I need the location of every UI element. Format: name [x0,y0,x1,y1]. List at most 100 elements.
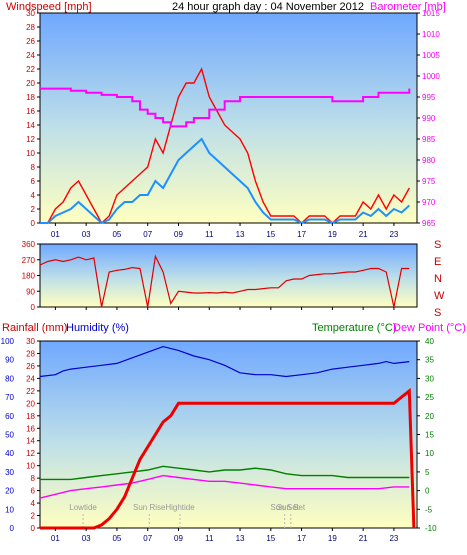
hour-tick-label: 19 [328,230,337,239]
barometer-tick-label: 1015 [422,9,440,18]
humidity-axis-title: Humidity (%) [66,322,129,334]
wind-tick-label: 2 [31,205,36,214]
barometer-tick-label: 970 [422,198,436,207]
chart-marks: 0246810121416182022242628309659709759809… [1,9,445,543]
compass-label: N [434,273,442,285]
rain-tick-label: 16 [26,424,35,433]
rain-tick-label: 28 [26,349,35,358]
dewpoint-line [39,474,410,499]
event-annotation: Sun Rise [133,503,166,512]
compass-label: S [434,239,441,251]
hour-tick-label: 13 [236,230,245,239]
temperature-tick-label: 30 [425,374,434,383]
bottom-hour-tick-label: 11 [205,534,214,543]
rain-tick-label: 2 [31,512,36,521]
bottom-hour-tick-label: 21 [359,534,368,543]
rain-tick-label: 20 [26,399,35,408]
wind-tick-label: 18 [26,93,35,102]
rain-tick-label: 18 [26,412,35,421]
temperature-tick-label: 20 [425,412,434,421]
barometer-tick-label: 965 [422,219,436,228]
barometer-tick-label: 1000 [422,72,440,81]
wind-tick-label: 24 [26,51,35,60]
wind-tick-label: 4 [31,191,36,200]
bottom-hour-tick-label: 23 [389,534,398,543]
temperature-line [40,465,410,481]
humidity-panel [39,340,418,529]
bottom-hour-tick-label: 19 [328,534,337,543]
temperature-tick-label: -5 [425,505,433,514]
barometer-tick-label: 1005 [422,51,440,60]
humidity-tick-label: 50 [5,431,14,440]
bottom-hour-tick-label: 17 [297,534,306,543]
barometer-tick-label: 1010 [422,30,440,39]
wind-tick-label: 0 [31,219,36,228]
dewpoint-axis-title: Dew Point (°C) [393,322,466,334]
humidity-tick-label: 40 [5,449,14,458]
event-annotation: Sun Set [277,503,306,512]
wind-tick-label: 8 [31,163,36,172]
hour-tick-label: 03 [82,230,91,239]
rain-tick-label: 30 [26,337,35,346]
rain-tick-label: 8 [31,474,36,483]
rain-tick-label: 14 [26,437,35,446]
temperature-tick-label: -10 [425,524,437,533]
wind-tick-label: 6 [31,177,36,186]
humidity-tick-label: 60 [5,412,14,421]
hour-tick-label: 07 [143,230,152,239]
event-annotation: Lowtide [69,503,97,512]
hour-tick-label: 01 [51,230,60,239]
wind-tick-label: 10 [26,149,35,158]
wind-tick-label: 12 [26,135,35,144]
humidity-tick-label: 20 [5,487,14,496]
humidity-line [39,345,410,378]
humidity-tick-label: 90 [5,356,14,365]
wind-tick-label: 22 [26,65,35,74]
bottom-hour-tick-label: 05 [112,534,121,543]
hour-tick-label: 15 [266,230,275,239]
humidity-tick-label: 30 [5,468,14,477]
hour-tick-label: 21 [359,230,368,239]
rain-tick-label: 10 [26,462,35,471]
rain-tick-label: 26 [26,362,35,371]
wind-tick-label: 14 [26,121,35,130]
event-annotation: Hightide [165,503,195,512]
bottom-hour-tick-label: 01 [51,534,60,543]
bottom-hour-tick-label: 09 [174,534,183,543]
temperature-tick-label: 25 [425,393,434,402]
wind-axis-title: Windspeed [mph] [6,1,92,13]
barometer-tick-label: 975 [422,177,436,186]
barometer-tick-label: 980 [422,156,436,165]
rainfall-line [40,387,416,530]
wind-tick-label: 30 [26,9,35,18]
wind-tick-label: 16 [26,107,35,116]
temperature-axis-title: Temperature (°C) [312,322,396,334]
rain-tick-label: 6 [31,487,36,496]
direction-tick-label: 360 [22,240,36,249]
temperature-tick-label: 5 [425,468,430,477]
compass-label: E [434,256,441,268]
compass-label: S [434,307,441,319]
temperature-tick-label: 15 [425,431,434,440]
temperature-tick-label: 40 [425,337,434,346]
hour-tick-label: 17 [297,230,306,239]
wind-average-line [40,137,410,225]
barometer-tick-label: 990 [422,114,436,123]
direction-tick-label: 180 [22,272,36,281]
rain-tick-label: 22 [26,387,35,396]
wind-direction-line [39,254,410,308]
barometer-tick-label: 995 [422,93,436,102]
rain-tick-label: 4 [31,499,36,508]
humidity-tick-label: 100 [1,337,15,346]
hour-tick-label: 23 [389,230,398,239]
wind-panel [39,12,418,224]
humidity-tick-label: 10 [5,505,14,514]
bottom-hour-tick-label: 03 [82,534,91,543]
wind-tick-label: 26 [26,37,35,46]
rain-tick-label: 12 [26,449,35,458]
bottom-hour-tick-label: 13 [236,534,245,543]
rain-axis-title: Rainfall (mm) [2,322,67,334]
humidity-tick-label: 70 [5,393,14,402]
